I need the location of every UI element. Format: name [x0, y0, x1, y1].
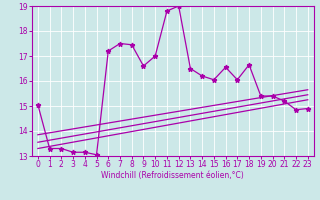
- X-axis label: Windchill (Refroidissement éolien,°C): Windchill (Refroidissement éolien,°C): [101, 171, 244, 180]
